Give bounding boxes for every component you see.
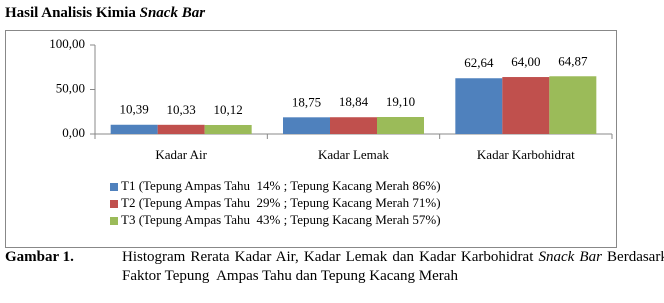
bar (283, 117, 330, 134)
legend-label: T1 (Tepung Ampas Tahu 14% ; Tepung Kacan… (121, 178, 441, 193)
title-text: Hasil Analisis Kimia (5, 5, 136, 21)
bar (204, 124, 252, 134)
legend-label: T2 (Tepung Ampas Tahu 29% ; Tepung Kacan… (121, 195, 441, 210)
chart-title: Hasil Analisis Kimia Snack Bar (5, 5, 205, 21)
caption-italic: Snack Bar (538, 249, 602, 265)
bar (455, 78, 503, 134)
y-tick-label: 50,00 (56, 80, 85, 95)
legend-swatch (110, 217, 118, 225)
data-label: 19,10 (386, 94, 415, 109)
data-label: 10,33 (167, 102, 196, 117)
bar (330, 117, 377, 134)
caption-part: Berdasarkan Faktor Tepung Ampas Tahu dan… (122, 249, 664, 284)
data-label: 10,39 (120, 102, 149, 117)
bar (110, 124, 158, 134)
bar (377, 117, 424, 134)
data-label: 62,64 (464, 55, 494, 70)
bar (549, 76, 597, 134)
x-tick-label: Kadar Air (155, 147, 207, 162)
caption: Gambar 1. Histogram Rerata Kadar Air, Ka… (5, 248, 664, 286)
legend-swatch (110, 183, 118, 191)
legend-label: T3 (Tepung Ampas Tahu 43% ; Tepung Kacan… (121, 212, 441, 227)
chart: Hasil Analisis Kimia Snack Bar 0,00 50,00… (5, 5, 617, 248)
x-tick-label: Kadar Karbohidrat (477, 147, 575, 162)
caption-label: Gambar 1. (5, 249, 74, 265)
caption-text: Histogram Rerata Kadar Air, Kadar Lemak … (122, 248, 664, 286)
data-label: 64,87 (558, 53, 588, 68)
legend-swatch (110, 200, 118, 208)
bar (502, 77, 550, 134)
data-label: 18,84 (339, 94, 369, 109)
data-label: 64,00 (511, 54, 540, 69)
y-tick-label: 100,00 (49, 36, 85, 51)
title-italic: Snack Bar (140, 5, 206, 21)
data-label: 10,12 (214, 102, 243, 117)
chart-border (5, 30, 617, 248)
data-label: 18,75 (292, 94, 321, 109)
x-tick-label: Kadar Lemak (318, 147, 390, 162)
bar (157, 124, 205, 134)
caption-part: Histogram Rerata Kadar Air, Kadar Lemak … (122, 249, 534, 265)
y-tick-label: 0,00 (62, 125, 85, 140)
